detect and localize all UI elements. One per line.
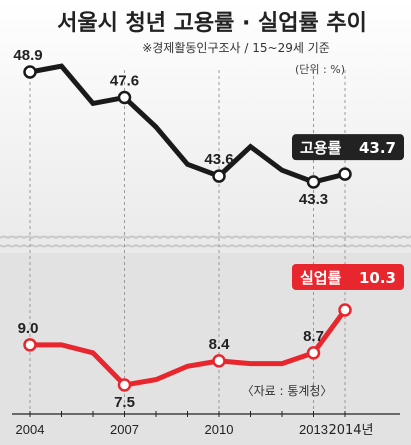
series-line-1 [30,308,348,388]
data-label-0-2013: 43.3 [299,191,328,208]
data-point-1-2007 [117,378,132,392]
data-point-1-2013 [306,346,321,360]
data-label-0-2004: 48.9 [13,47,42,64]
badge-series-name: 실업률 [300,269,342,287]
badge-box [292,264,404,290]
data-label-1-2013: 8.7 [303,328,324,345]
axis-break-wave [0,235,411,240]
data-point-1-2004 [23,338,37,352]
data-point-0-2004 [23,65,37,79]
data-point-0-2007 [117,90,132,105]
badge-series-name: 고용률 [300,139,342,157]
x-tick-label-2013: 2013 [299,422,328,437]
source-label: 〈자료 : 통계청〉 [242,384,333,398]
series-line-0 [29,63,346,185]
data-label-1-2010: 8.4 [209,336,231,353]
data-label-0-2007: 47.6 [110,73,139,90]
data-label-0-2010: 43.6 [204,151,233,168]
data-label-1-2004: 9.0 [18,320,39,337]
axis-break-wave [0,243,411,248]
unit-label: (단위 : %) [295,63,345,76]
data-point-1-2010 [212,354,226,368]
chart-title: 서울시 청년 고용률 · 실업률 추이 [57,11,367,36]
x-tick-label-2004: 2004 [16,422,45,437]
x-tick-label-2010: 2010 [205,422,234,437]
x-tick-label-2014: 2014년 [328,423,373,438]
data-point-1-2014 [338,303,352,317]
chart-subtitle: ※경제활동인구조사 / 15~29세 기준 [142,41,330,55]
x-tick-label-2007: 2007 [110,422,139,437]
badge-box [292,134,404,161]
data-point-0-2010 [212,169,226,183]
badge-series-value: 10.3 [359,269,396,287]
series-badge-1: 실업률 10.3 [292,264,404,290]
data-label-1-2007: 7.5 [114,394,135,411]
axis-break-mark [0,235,411,248]
data-point-0-2013 [306,175,321,189]
data-point-0-2014 [338,167,352,181]
series-badge-0: 고용률 43.7 [292,134,404,161]
badge-series-value: 43.7 [359,139,396,157]
